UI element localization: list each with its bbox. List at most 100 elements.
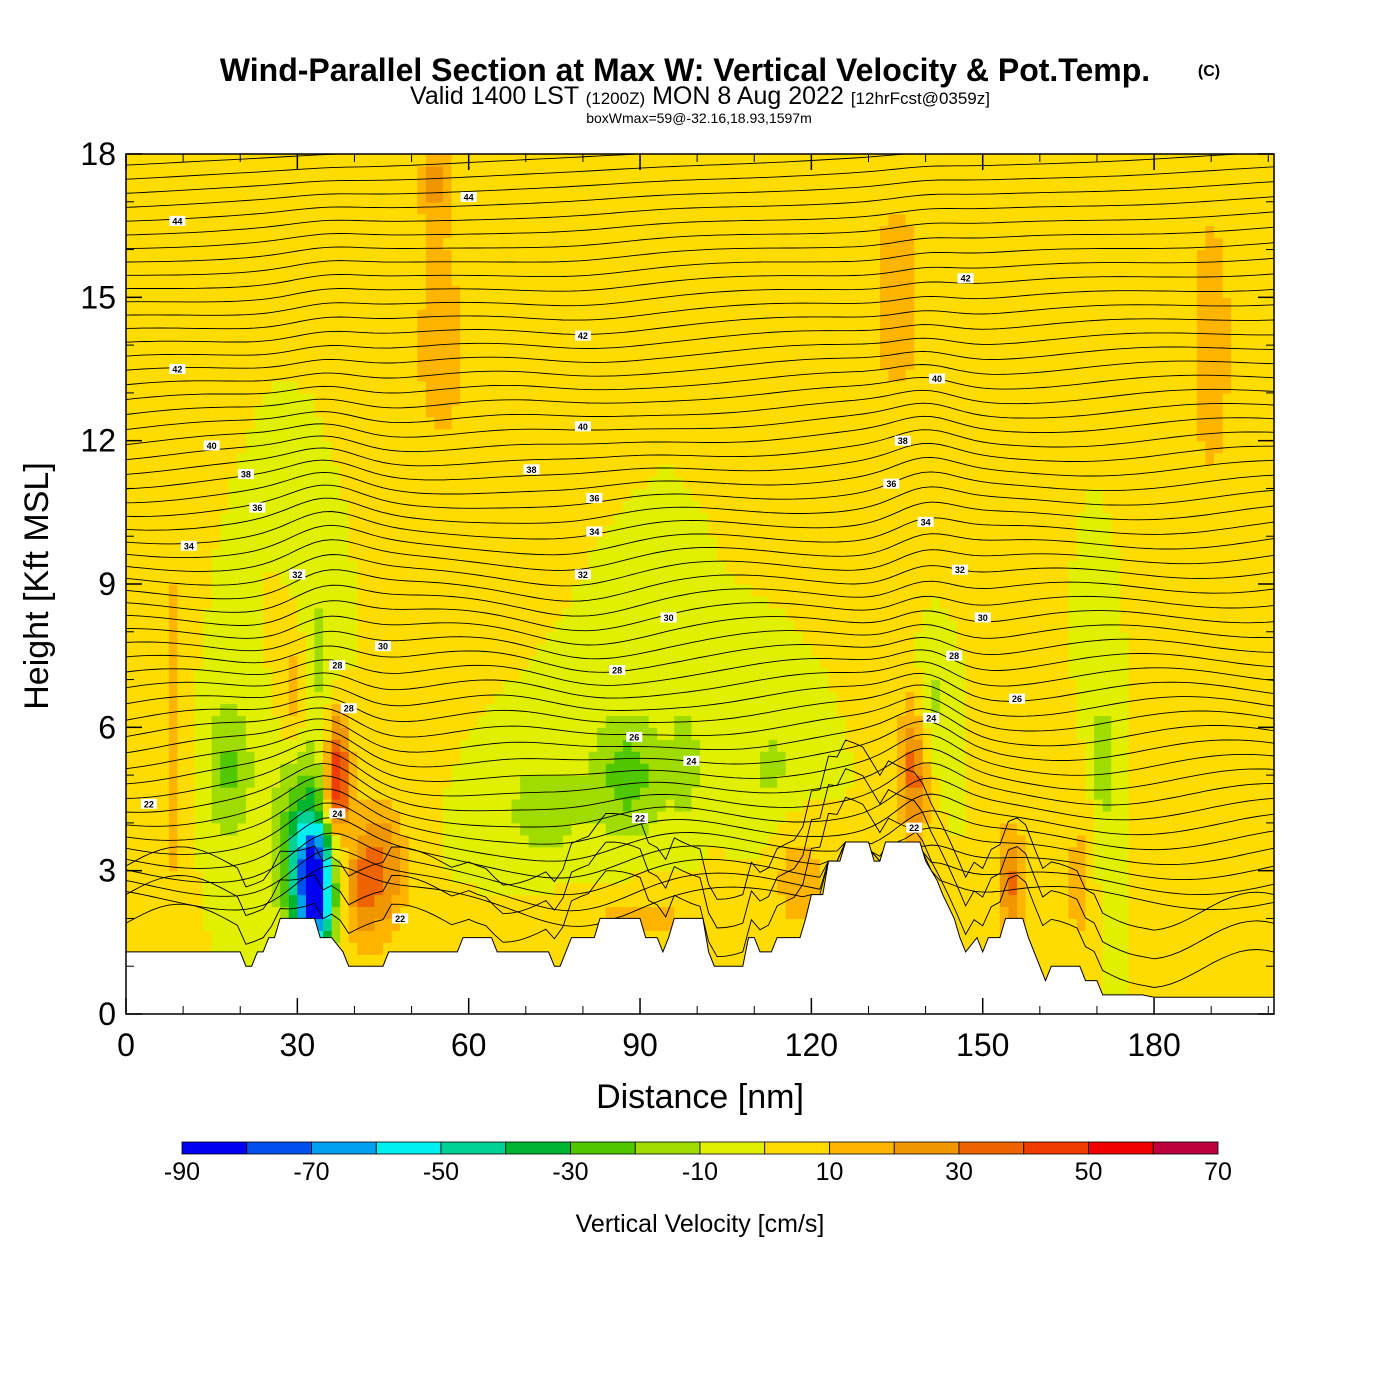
velocity-cell: [580, 631, 590, 645]
velocity-cell: [537, 584, 547, 597]
velocity-cell: [1076, 584, 1087, 597]
velocity-cell: [374, 810, 384, 824]
velocity-cell: [348, 799, 358, 812]
velocity-cell: [1051, 870, 1061, 884]
velocity-cell: [1068, 906, 1078, 920]
velocity-cell: [460, 739, 470, 752]
velocity-cell: [314, 619, 324, 633]
velocity-cell: [905, 655, 915, 669]
velocity-cell: [1188, 906, 1198, 920]
velocity-cell: [537, 739, 547, 752]
velocity-cell: [708, 858, 718, 872]
velocity-cell: [700, 763, 710, 776]
velocity-cell: [905, 775, 915, 788]
velocity-cell: [177, 834, 187, 848]
velocity-cell: [314, 763, 324, 776]
velocity-cell: [151, 751, 161, 764]
velocity-cell: [922, 607, 932, 621]
velocity-cell: [751, 751, 761, 764]
velocity-cell: [991, 930, 1001, 943]
velocity-cell: [794, 882, 804, 896]
velocity-cell: [1265, 990, 1274, 1003]
velocity-cell: [777, 631, 787, 645]
velocity-cell: [1196, 930, 1207, 943]
velocity-cell: [1094, 703, 1104, 716]
velocity-cell: [528, 595, 538, 609]
velocity-cell: [185, 584, 196, 597]
velocity-cell: [220, 799, 230, 812]
velocity-cell: [614, 643, 624, 657]
velocity-cell: [759, 906, 770, 920]
velocity-cell: [931, 691, 941, 705]
velocity-cell: [228, 679, 238, 693]
velocity-cell: [1256, 715, 1267, 728]
velocity-cell: [502, 739, 513, 752]
velocity-cell: [228, 763, 238, 776]
velocity-cell: [528, 918, 538, 931]
velocity-cell: [305, 667, 316, 681]
velocity-cell: [794, 703, 804, 716]
velocity-cell: [717, 607, 727, 621]
velocity-cell: [871, 739, 881, 752]
velocity-cell: [160, 846, 170, 860]
velocity-cell: [1248, 942, 1258, 955]
velocity-cell: [460, 703, 470, 716]
velocity-cell: [297, 882, 307, 896]
velocity-cell: [845, 572, 855, 585]
velocity-cell: [802, 763, 812, 776]
velocity-cell: [1179, 584, 1189, 597]
velocity-cell: [280, 858, 290, 872]
velocity-cell: [982, 763, 992, 776]
velocity-cell: [1179, 834, 1189, 848]
velocity-cell: [151, 942, 161, 955]
velocity-cell: [931, 870, 941, 884]
velocity-cell: [391, 846, 401, 860]
velocity-cell: [811, 882, 821, 896]
velocity-cell: [211, 787, 221, 800]
velocity-cell: [828, 679, 838, 693]
velocity-cell: [1119, 763, 1129, 776]
velocity-cell: [1179, 739, 1189, 752]
velocity-cell: [708, 703, 718, 716]
velocity-cell: [837, 834, 847, 848]
velocity-cell: [134, 942, 144, 955]
velocity-cell: [425, 942, 436, 955]
velocity-cell: [254, 810, 264, 824]
velocity-cell: [1034, 882, 1044, 896]
velocity-cell: [1111, 703, 1121, 716]
velocity-cell: [408, 655, 418, 669]
velocity-cell: [280, 667, 290, 681]
velocity-cell: [460, 870, 470, 884]
velocity-cell: [974, 882, 984, 896]
velocity-cell: [640, 751, 650, 764]
velocity-cell: [1179, 751, 1189, 764]
velocity-cell: [194, 751, 204, 764]
velocity-cell: [485, 667, 495, 681]
velocity-cell: [777, 595, 787, 609]
velocity-cell: [554, 846, 564, 860]
velocity-cell: [365, 918, 376, 931]
velocity-cell: [520, 739, 530, 752]
velocity-cell: [1248, 739, 1258, 752]
velocity-cell: [151, 810, 161, 824]
velocity-cell: [520, 810, 530, 824]
velocity-cell: [1231, 930, 1241, 943]
velocity-cell: [785, 894, 795, 908]
velocity-cell: [931, 858, 941, 872]
velocity-cell: [151, 739, 161, 752]
velocity-cell: [1136, 906, 1147, 920]
velocity-cell: [580, 930, 590, 943]
velocity-cell: [1068, 810, 1078, 824]
velocity-cell: [657, 643, 667, 657]
velocity-cell: [725, 751, 735, 764]
velocity-cell: [1025, 667, 1035, 681]
velocity-cell: [160, 810, 170, 824]
velocity-cell: [785, 739, 795, 752]
velocity-cell: [879, 643, 890, 657]
velocity-cell: [460, 775, 470, 788]
velocity-cell: [622, 572, 633, 585]
velocity-cell: [1239, 799, 1249, 812]
velocity-cell: [1231, 954, 1241, 967]
velocity-cell: [614, 739, 624, 752]
velocity-cell: [588, 679, 598, 693]
